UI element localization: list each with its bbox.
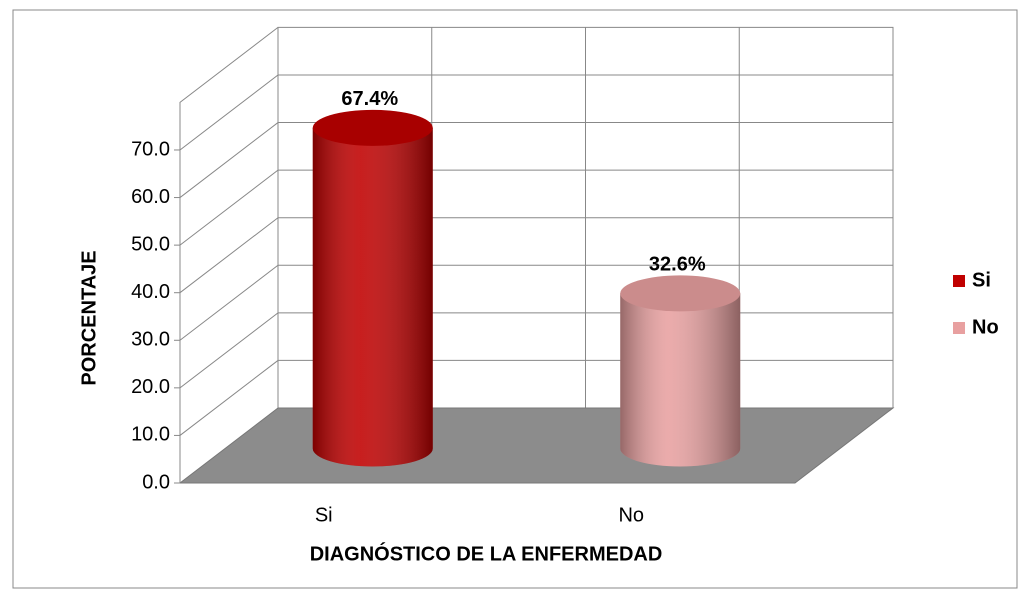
legend-label: Si bbox=[972, 269, 991, 291]
y-tick-label: 70.0 bbox=[131, 138, 170, 160]
bar-top-shade bbox=[620, 275, 741, 312]
y-tick-label: 20.0 bbox=[131, 376, 170, 398]
y-tick-label: 10.0 bbox=[131, 424, 170, 446]
grid-line bbox=[179, 122, 893, 198]
bar bbox=[620, 275, 741, 467]
grid-line bbox=[179, 264, 893, 341]
bar-shade bbox=[620, 293, 741, 467]
y-tick-label: 60.0 bbox=[131, 186, 170, 208]
legend-label: No bbox=[972, 316, 999, 338]
x-tick-label: Si bbox=[315, 504, 333, 526]
data-label: 67.4% bbox=[341, 88, 398, 110]
grid-line bbox=[179, 74, 893, 151]
bar-top bbox=[312, 109, 433, 146]
bar-shade bbox=[312, 127, 433, 467]
bar-top bbox=[620, 275, 741, 312]
legend-swatch bbox=[953, 322, 965, 334]
y-tick-label: 40.0 bbox=[131, 281, 170, 303]
floor bbox=[178, 407, 895, 484]
grid-line bbox=[179, 217, 893, 294]
legend-swatch bbox=[953, 275, 965, 287]
x-axis-title: DIAGNÓSTICO DE LA ENFERMEDAD bbox=[310, 541, 663, 565]
y-tick-label: 50.0 bbox=[131, 233, 170, 255]
x-tick-label: No bbox=[618, 504, 644, 526]
y-axis-title: PORCENTAJE bbox=[78, 250, 100, 385]
data-label: 32.6% bbox=[649, 254, 706, 276]
grid-line bbox=[179, 169, 893, 246]
y-tick-label: 30.0 bbox=[131, 329, 170, 351]
bar-top-shade bbox=[312, 109, 433, 146]
y-tick-label: 0.0 bbox=[142, 471, 170, 493]
bar bbox=[312, 109, 433, 467]
